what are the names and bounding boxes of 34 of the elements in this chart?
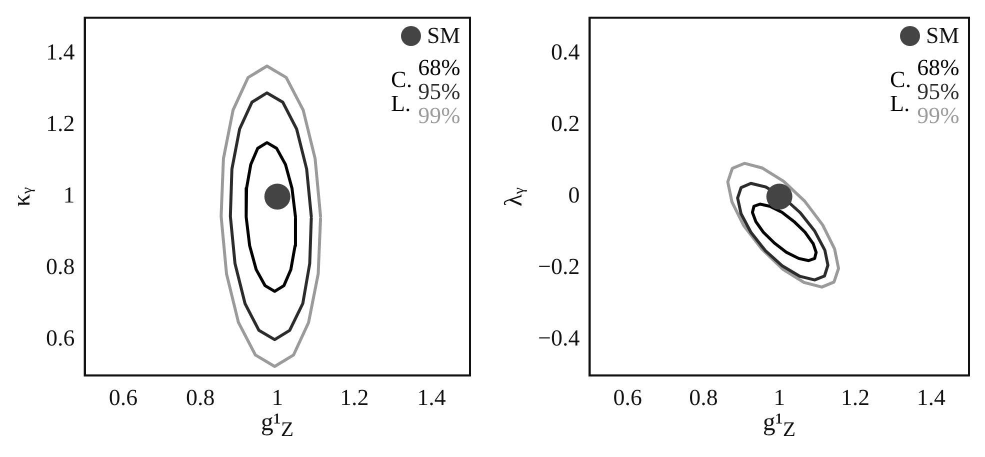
x-tick-label: 1.4 (916, 385, 946, 410)
x-tick-label: 1.2 (840, 385, 870, 410)
legend-title: C. L. (890, 66, 912, 116)
y-axis-title: κᵧ (8, 186, 36, 206)
y-tick-label: 0.2 (550, 111, 580, 136)
text: 99% (917, 102, 960, 128)
text: 68% (418, 54, 460, 80)
y-tick-label: 0.4 (550, 40, 580, 65)
legend-title: C. L. (391, 66, 412, 116)
y-tick-label: 1.2 (46, 111, 75, 136)
text: 95% (917, 78, 960, 104)
text: 99% (418, 102, 460, 128)
x-axis-title: g¹$_{Z}$ (260, 409, 294, 442)
x-tick-label: 1.4 (417, 385, 446, 410)
legend-label: SM (427, 22, 460, 48)
y-tick-label: 1.4 (46, 40, 76, 65)
y-tick-label: −0.2 (538, 254, 580, 280)
x-tick-label: 0.6 (108, 385, 138, 410)
legend-label: SM (926, 22, 960, 48)
text: 68% (917, 54, 960, 80)
x-tick-label: 1 (272, 385, 284, 410)
x-tick-label: 0.6 (613, 385, 642, 410)
x-tick-label: 0.8 (689, 385, 718, 410)
x-tick-label: 1 (774, 385, 786, 410)
y-tick-label: 1 (63, 182, 75, 208)
text: 95% (418, 78, 460, 104)
y-axis-title: λᵧ (500, 187, 528, 206)
y-tick-label: 0 (568, 182, 580, 208)
x-axis-title: g¹$_{Z}$ (762, 409, 796, 442)
x-tick-label: 1.2 (340, 385, 369, 410)
y-tick-label: 0.6 (46, 326, 75, 351)
x-tick-label: 0.8 (186, 385, 215, 410)
y-tick-label: 0.8 (46, 254, 75, 280)
y-tick-label: −0.4 (538, 326, 580, 351)
